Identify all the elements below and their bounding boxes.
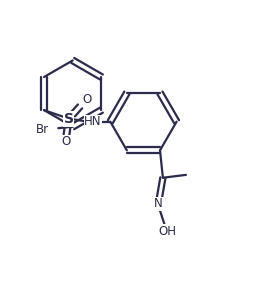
Text: O: O bbox=[62, 135, 71, 148]
Text: HN: HN bbox=[84, 115, 102, 128]
Text: Br: Br bbox=[36, 122, 49, 136]
Text: N: N bbox=[154, 197, 163, 210]
Text: O: O bbox=[82, 93, 91, 106]
Text: S: S bbox=[64, 112, 73, 126]
Text: OH: OH bbox=[158, 225, 176, 238]
